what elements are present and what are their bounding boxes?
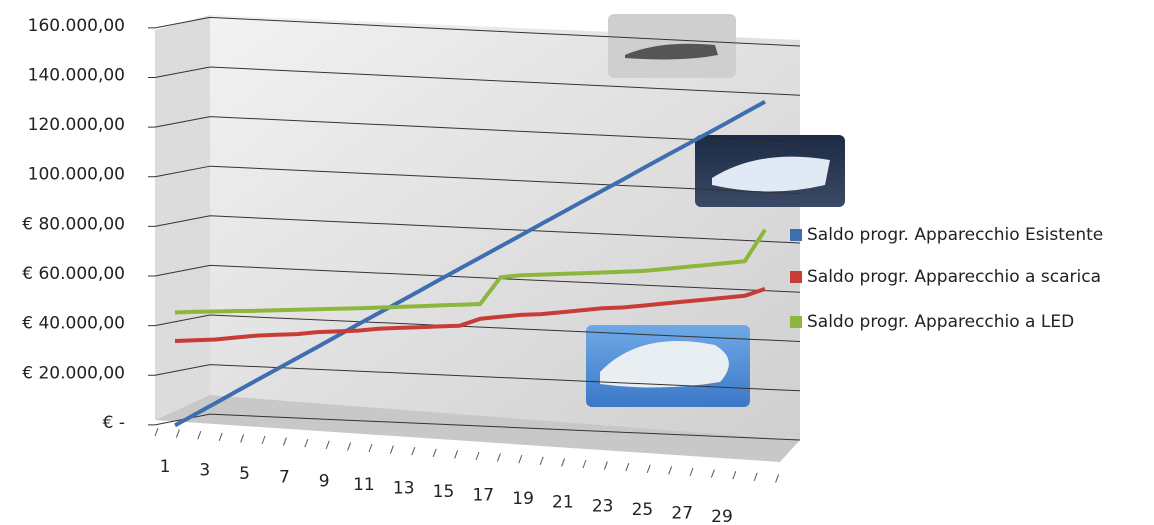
series-line [174, 228, 767, 315]
legend-swatch [790, 271, 802, 283]
x-tick [668, 466, 673, 475]
x-tick-label: 23 [592, 496, 614, 516]
x-tick [625, 463, 630, 472]
x-tick-label: 29 [711, 507, 733, 525]
legend-label: Saldo progr. Apparecchio a scarica [807, 267, 1101, 287]
x-tick-label: 17 [472, 486, 494, 506]
legend-swatch [790, 316, 802, 328]
x-tick [646, 464, 651, 473]
x-tick [475, 451, 480, 461]
x-tick [561, 458, 566, 467]
x-tick [582, 459, 587, 469]
x-tick-label: 1 [160, 457, 171, 477]
lamp-shape [600, 341, 729, 388]
x-tick [240, 434, 245, 443]
y-tick-label: € 40.000,00 [22, 314, 125, 334]
y-tick-label: 140.000,00 [28, 65, 125, 85]
series-line [174, 287, 766, 343]
x-tick-label: 27 [671, 503, 693, 523]
x-tick [454, 450, 459, 459]
grid-line [154, 413, 801, 441]
floor [155, 395, 800, 462]
y-tick-label: 160.000,00 [28, 16, 125, 36]
grid-line [154, 264, 801, 293]
x-tick [154, 427, 159, 437]
x-tick [539, 456, 544, 465]
lamp-shape [712, 156, 830, 192]
x-tick-label: 9 [319, 471, 330, 491]
x-tick-label: 3 [199, 461, 210, 481]
x-tick [389, 445, 394, 454]
y-tick-label: 100.000,00 [28, 165, 125, 185]
legend-swatch [790, 229, 802, 241]
x-tick [197, 431, 202, 440]
y-tick-label: € - [103, 413, 125, 433]
x-tick-label: 7 [279, 468, 290, 488]
x-tick-label: 21 [552, 493, 574, 513]
x-tick-label: 13 [393, 478, 415, 498]
y-tick-label: € 60.000,00 [22, 264, 125, 284]
x-tick-label: 11 [353, 475, 375, 495]
grid-line [154, 116, 801, 145]
x-tick [411, 447, 416, 456]
x-tick-label: 5 [239, 464, 250, 484]
x-tick [496, 453, 501, 462]
x-tick [710, 469, 715, 478]
x-tick [218, 432, 223, 441]
x-tick-label: 19 [512, 489, 534, 509]
y-tick-label: € 20.000,00 [22, 363, 125, 383]
x-tick-label: 15 [433, 482, 455, 502]
grid-line [154, 165, 801, 195]
x-tick [775, 474, 780, 483]
series-line [174, 99, 766, 428]
grid-line [154, 66, 801, 96]
x-tick [347, 442, 352, 451]
x-tick [304, 439, 309, 448]
x-tick [732, 471, 737, 480]
lamp-shape [625, 43, 718, 60]
x-tick [261, 435, 266, 445]
grid-line [154, 215, 801, 244]
x-tick [753, 472, 758, 481]
x-tick [603, 461, 608, 470]
grid-line [154, 314, 801, 342]
x-tick [368, 443, 373, 453]
y-tick-label: € 80.000,00 [22, 214, 125, 234]
x-tick [518, 455, 523, 464]
x-tick [689, 467, 694, 477]
grid-line [154, 364, 801, 392]
grid-line [154, 16, 801, 47]
side-wall [155, 15, 210, 420]
x-tick [282, 437, 287, 446]
y-tick-label: 120.000,00 [28, 115, 125, 135]
x-tick [325, 440, 330, 449]
x-tick [432, 448, 437, 457]
legend-label: Saldo progr. Apparecchio a LED [807, 312, 1074, 332]
legend-label: Saldo progr. Apparecchio Esistente [807, 225, 1103, 245]
x-tick-label: 25 [632, 500, 654, 520]
x-tick [175, 429, 180, 438]
